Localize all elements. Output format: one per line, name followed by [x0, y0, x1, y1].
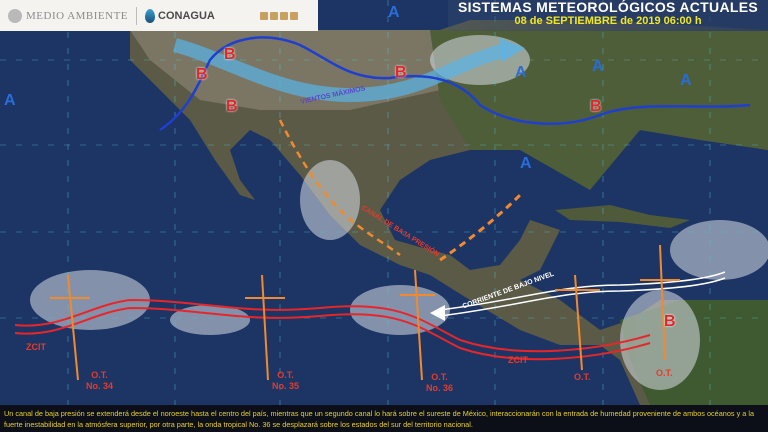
current-arrowhead	[430, 305, 445, 321]
cuba	[555, 205, 690, 228]
low-pressure-label: B	[590, 98, 602, 115]
jet-arrowhead	[500, 38, 525, 62]
tropical-wave-label: O.T.	[574, 372, 591, 382]
low-pressure-label: B	[224, 46, 236, 63]
agency-logo-bar: MEDIO AMBIENTE CONAGUA	[0, 0, 318, 31]
zcit-band	[14, 298, 651, 361]
zcit-label: ZCIT	[508, 355, 528, 365]
youtube-icon	[290, 11, 298, 20]
tropical-wave-label: O.T.	[656, 368, 673, 378]
high-pressure-label: A	[515, 64, 527, 81]
high-pressure-label: A	[592, 58, 604, 75]
twitter-icon	[270, 11, 278, 20]
forecast-description: Un canal de baja presión se extenderá de…	[0, 405, 768, 432]
title-box: SISTEMAS METEOROLÓGICOS ACTUALES 08 de S…	[448, 0, 768, 31]
trough-southeast	[439, 193, 522, 262]
tropical-wave-35-label: O.T. No. 35	[272, 370, 300, 391]
tropical-waves	[50, 244, 680, 381]
jet-stream-arrow	[173, 38, 507, 103]
date-time: 08 de SEPTIEMBRE de 2019 06:00 h	[514, 15, 702, 27]
instagram-icon	[280, 11, 288, 20]
social-icons	[260, 11, 298, 20]
high-pressure-label: A	[520, 155, 532, 172]
high-pressure-label: A	[4, 92, 16, 109]
tropical-wave-36-label: O.T. No. 36	[426, 372, 454, 393]
page-title: SISTEMAS METEOROLÓGICOS ACTUALES	[458, 0, 758, 15]
high-pressure-label: A	[680, 72, 692, 89]
low-pressure-label: B	[395, 64, 407, 81]
zcit-label: ZCIT	[26, 342, 46, 352]
medio-ambiente-logo: MEDIO AMBIENTE	[26, 9, 129, 22]
low-pressure-label: B	[664, 313, 676, 330]
conagua-drop-icon	[145, 8, 156, 23]
conagua-logo: CONAGUA	[158, 9, 215, 22]
low-pressure-label: B	[226, 98, 238, 115]
divider	[136, 6, 138, 25]
tropical-wave-34-label: O.T. No. 34	[86, 370, 114, 391]
trough-northwest	[278, 119, 401, 257]
cold-front-north	[159, 36, 751, 132]
high-pressure-label: A	[388, 4, 400, 21]
low-pressure-label: B	[196, 66, 208, 83]
low-level-current	[439, 271, 726, 317]
mexico-seal-icon	[8, 8, 22, 23]
lat-lon-grid	[0, 0, 768, 405]
facebook-icon	[260, 11, 268, 20]
